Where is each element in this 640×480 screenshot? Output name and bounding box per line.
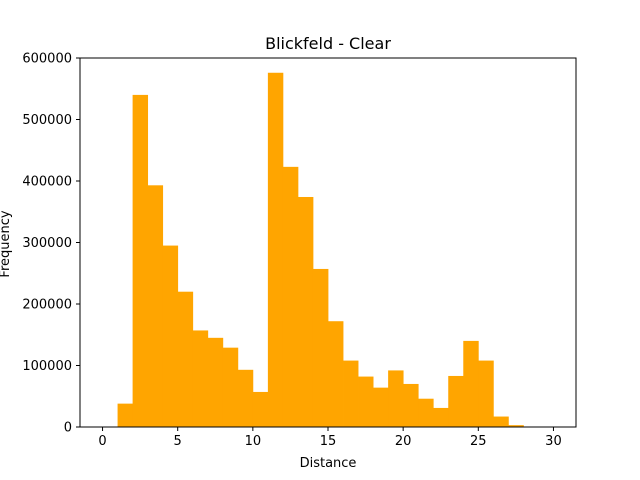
x-tick-label: 15 (320, 434, 337, 449)
histogram-bar (403, 383, 419, 427)
chart-title: Blickfeld - Clear (265, 34, 391, 53)
y-tick-label: 400000 (22, 175, 72, 190)
y-tick-label: 0 (64, 421, 72, 436)
y-axis-label: Frequency (0, 210, 13, 277)
histogram-bar (343, 360, 359, 427)
histogram-bar (493, 416, 509, 427)
histogram-bar (192, 330, 209, 427)
histogram-bar (117, 403, 134, 427)
histogram-bar (297, 196, 314, 427)
histogram-bar (222, 347, 239, 427)
histogram-bar (282, 166, 299, 428)
histogram-bar (448, 375, 464, 427)
histogram-bar (237, 369, 254, 427)
histogram-bar (328, 321, 344, 427)
histogram-bar (373, 387, 389, 427)
histogram-bar (312, 268, 329, 427)
x-axis-ticks: 0 5 10 15 20 25 30 (98, 427, 562, 449)
x-axis-label: Distance (300, 456, 357, 471)
y-tick-label: 200000 (22, 298, 72, 313)
histogram-bar (177, 291, 194, 427)
y-tick-label: 300000 (22, 236, 72, 251)
histogram-bar (132, 94, 149, 428)
bars-group (117, 72, 524, 428)
histogram-bar (207, 337, 224, 427)
x-tick-label: 5 (174, 434, 182, 449)
histogram-bar (418, 398, 434, 427)
y-tick-label: 500000 (22, 113, 72, 128)
x-tick-label: 30 (545, 434, 562, 449)
y-axis-ticks: 0 100000 200000 300000 400000 500000 600000 (22, 52, 80, 436)
x-tick-label: 25 (470, 434, 487, 449)
histogram-bar (267, 72, 284, 427)
y-tick-label: 600000 (22, 52, 72, 67)
histogram-bar (478, 360, 494, 427)
x-tick-label: 10 (245, 434, 262, 449)
histogram-bar (162, 245, 179, 427)
histogram-bar (463, 340, 479, 427)
x-tick-label: 20 (395, 434, 412, 449)
histogram-bar (252, 391, 269, 427)
x-tick-label: 0 (98, 434, 106, 449)
histogram-bar (388, 370, 404, 427)
histogram-bar (433, 407, 449, 427)
histogram-bar (508, 425, 524, 427)
histogram-bar (358, 376, 374, 427)
histogram-bar (147, 185, 164, 427)
y-tick-label: 100000 (22, 359, 72, 374)
